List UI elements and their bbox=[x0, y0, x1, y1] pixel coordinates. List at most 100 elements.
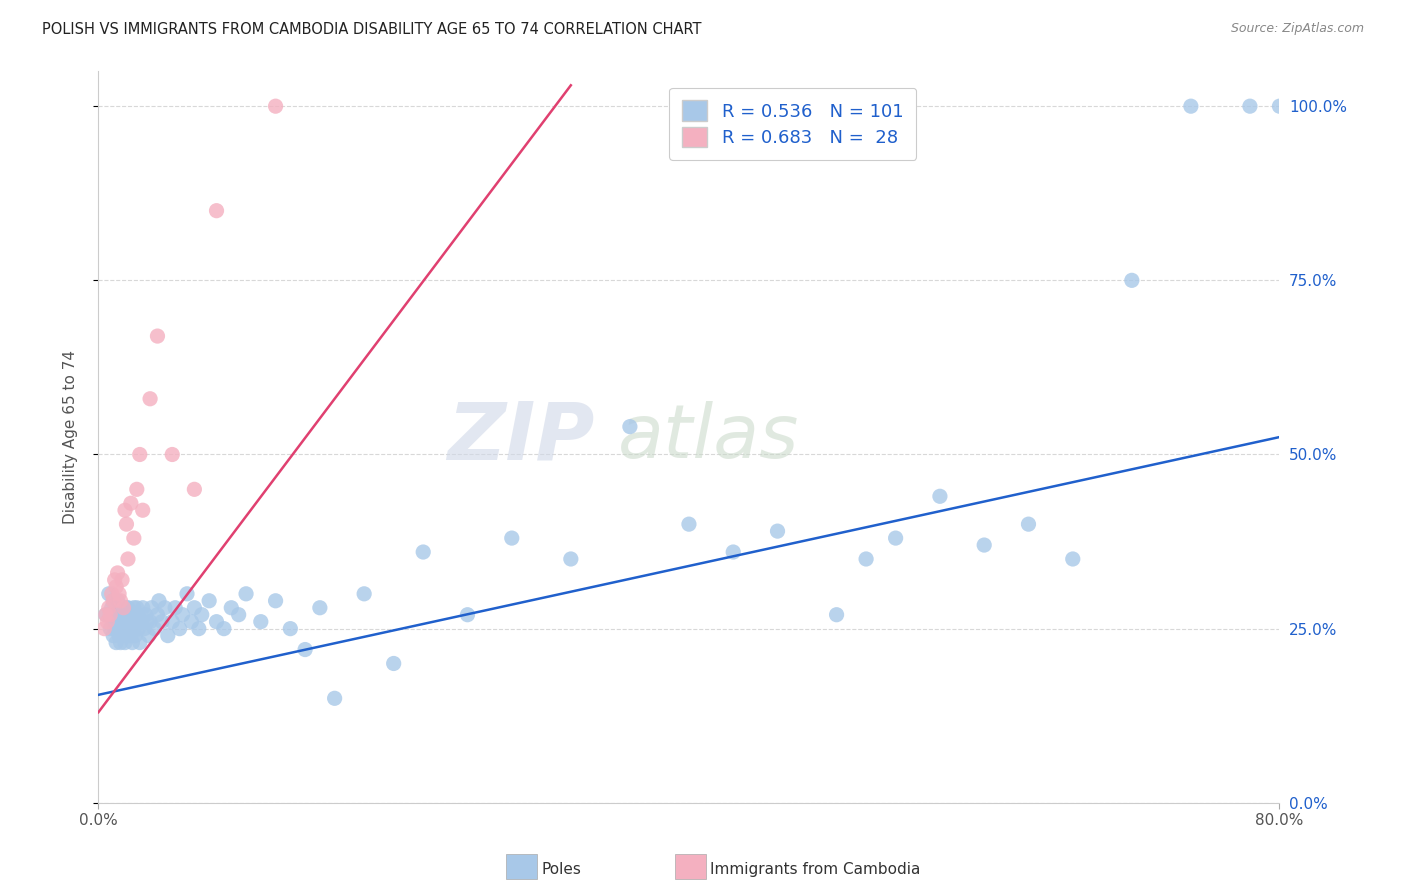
Point bbox=[108, 587, 131, 601]
Point bbox=[139, 392, 162, 406]
Point bbox=[111, 629, 134, 643]
Point bbox=[97, 600, 120, 615]
Point bbox=[228, 607, 250, 622]
Point bbox=[120, 629, 142, 643]
Point bbox=[117, 600, 139, 615]
Point bbox=[108, 615, 131, 629]
Point bbox=[205, 615, 228, 629]
Point bbox=[1017, 517, 1039, 532]
Point bbox=[353, 587, 375, 601]
Text: ZIP: ZIP bbox=[447, 398, 595, 476]
Point bbox=[97, 587, 120, 601]
Text: Immigrants from Cambodia: Immigrants from Cambodia bbox=[710, 863, 921, 877]
Point bbox=[98, 607, 121, 622]
Point bbox=[323, 691, 346, 706]
Point bbox=[122, 531, 145, 545]
Point bbox=[132, 503, 155, 517]
Point bbox=[103, 594, 125, 608]
Point bbox=[118, 622, 141, 636]
Point bbox=[138, 629, 160, 643]
Point bbox=[973, 538, 995, 552]
Point bbox=[264, 99, 287, 113]
Point bbox=[148, 594, 170, 608]
Y-axis label: Disability Age 65 to 74: Disability Age 65 to 74 bbox=[63, 350, 77, 524]
Point bbox=[107, 566, 129, 580]
Point bbox=[120, 615, 142, 629]
Point bbox=[619, 419, 641, 434]
Point bbox=[412, 545, 434, 559]
Point bbox=[110, 607, 132, 622]
Legend: R = 0.536   N = 101, R = 0.683   N =  28: R = 0.536 N = 101, R = 0.683 N = 28 bbox=[669, 87, 917, 160]
Point bbox=[162, 615, 183, 629]
Point bbox=[132, 600, 155, 615]
Point bbox=[105, 635, 128, 649]
Point bbox=[100, 600, 122, 615]
Point bbox=[107, 607, 129, 622]
Point bbox=[139, 615, 162, 629]
Point bbox=[212, 622, 235, 636]
Point bbox=[94, 607, 117, 622]
Point bbox=[122, 622, 145, 636]
Point bbox=[104, 607, 127, 622]
Point bbox=[108, 629, 131, 643]
Point bbox=[110, 594, 132, 608]
Point bbox=[107, 594, 129, 608]
Point bbox=[117, 552, 139, 566]
Point bbox=[560, 552, 582, 566]
Point bbox=[162, 448, 183, 462]
Point bbox=[382, 657, 405, 671]
Point bbox=[141, 600, 163, 615]
Point bbox=[125, 600, 148, 615]
Point bbox=[198, 594, 221, 608]
Point bbox=[309, 600, 332, 615]
Point bbox=[93, 622, 115, 636]
Point bbox=[114, 635, 136, 649]
Point bbox=[128, 635, 150, 649]
Point bbox=[124, 629, 146, 643]
Point bbox=[117, 615, 139, 629]
Point bbox=[169, 622, 191, 636]
Point bbox=[125, 483, 148, 497]
Point bbox=[825, 607, 848, 622]
Point bbox=[1268, 99, 1291, 113]
Point bbox=[191, 607, 214, 622]
Point bbox=[1121, 273, 1143, 287]
Text: POLISH VS IMMIGRANTS FROM CAMBODIA DISABILITY AGE 65 TO 74 CORRELATION CHART: POLISH VS IMMIGRANTS FROM CAMBODIA DISAB… bbox=[42, 22, 702, 37]
Point bbox=[187, 622, 209, 636]
Point bbox=[96, 615, 118, 629]
Point bbox=[1239, 99, 1261, 113]
Point bbox=[103, 594, 125, 608]
Point bbox=[103, 615, 125, 629]
Point bbox=[264, 594, 287, 608]
Point bbox=[150, 615, 173, 629]
Point bbox=[135, 607, 157, 622]
Point bbox=[128, 448, 150, 462]
Point bbox=[112, 600, 135, 615]
Point bbox=[127, 622, 149, 636]
Point bbox=[117, 629, 139, 643]
Point bbox=[112, 622, 135, 636]
Point bbox=[766, 524, 789, 538]
Point bbox=[1180, 99, 1202, 113]
Point bbox=[121, 635, 143, 649]
Point bbox=[153, 600, 176, 615]
Point bbox=[136, 615, 159, 629]
Point bbox=[111, 573, 134, 587]
Point bbox=[110, 622, 132, 636]
Point bbox=[104, 573, 127, 587]
Point bbox=[120, 496, 142, 510]
Point bbox=[1062, 552, 1084, 566]
Point bbox=[165, 600, 187, 615]
Text: Source: ZipAtlas.com: Source: ZipAtlas.com bbox=[1230, 22, 1364, 36]
Point bbox=[127, 607, 149, 622]
Point bbox=[105, 615, 128, 629]
Point bbox=[176, 587, 198, 601]
Point bbox=[124, 607, 146, 622]
Point bbox=[134, 622, 156, 636]
Point bbox=[115, 600, 138, 615]
Point bbox=[103, 629, 125, 643]
Point bbox=[678, 517, 700, 532]
Point bbox=[105, 580, 128, 594]
Point bbox=[114, 615, 136, 629]
Point bbox=[129, 615, 152, 629]
